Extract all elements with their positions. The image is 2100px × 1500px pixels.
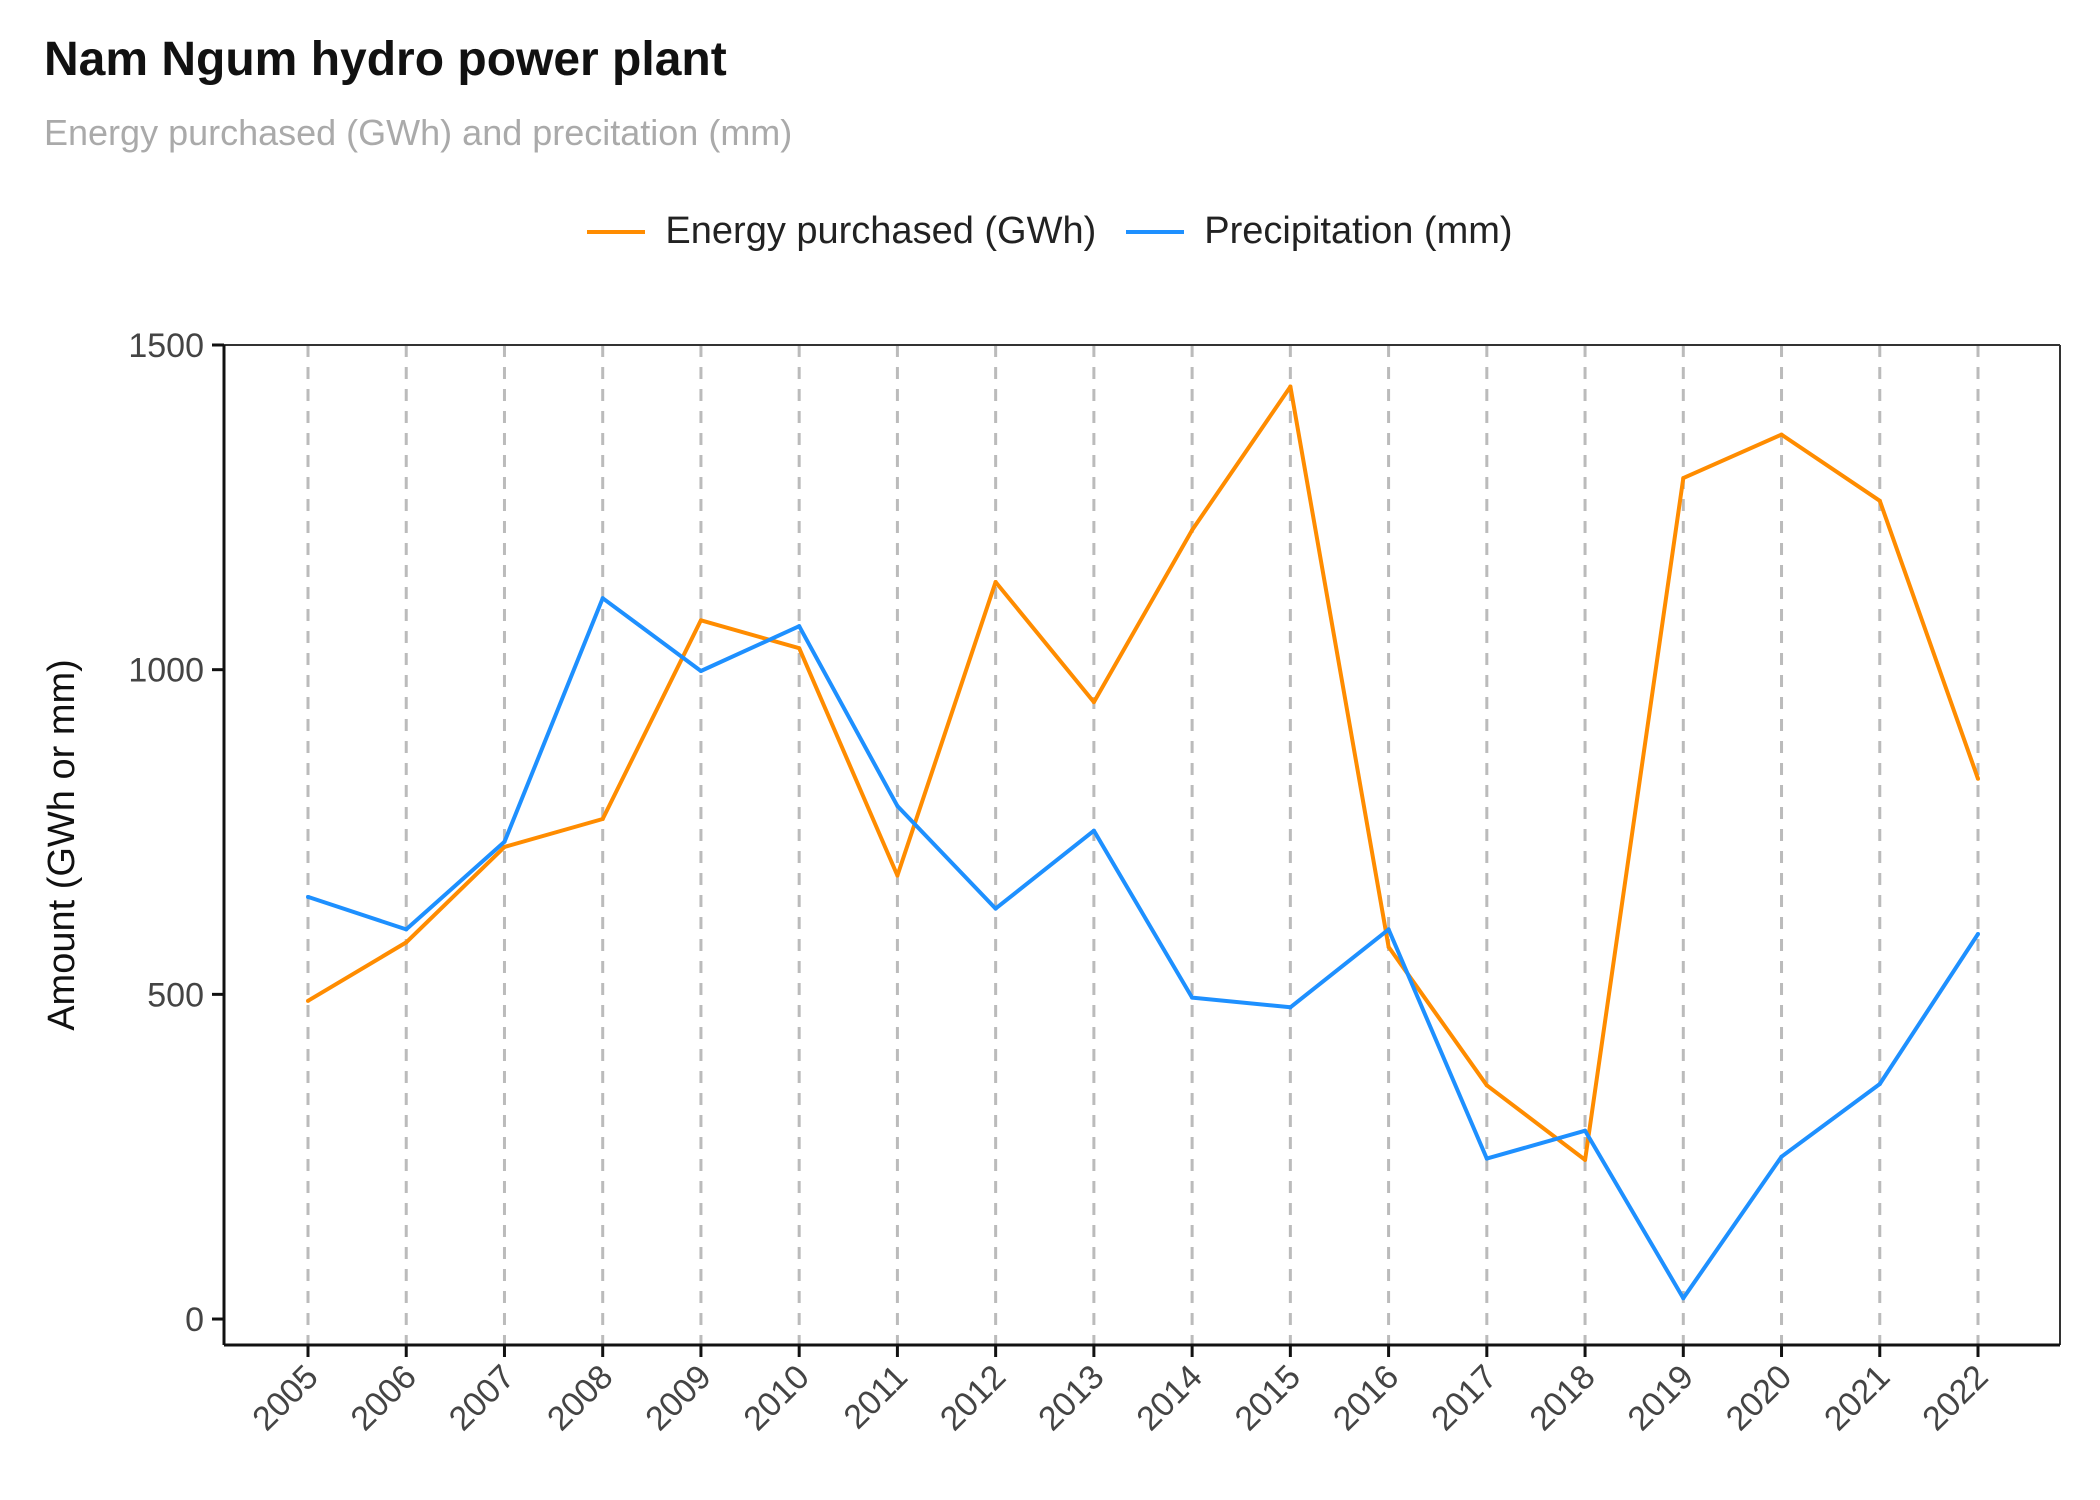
- series-line-1: [307, 596, 1980, 1301]
- x-tick-label-2020: 2020: [1719, 1358, 1799, 1438]
- series-0-point-2011: [895, 873, 900, 878]
- series-0-point-2009: [698, 618, 703, 623]
- x-tick-label-2005: 2005: [245, 1358, 325, 1438]
- x-tick-label-2018: 2018: [1522, 1358, 1602, 1438]
- series-1-point-2010: [797, 624, 802, 629]
- legend: Energy purchased (GWh) Precipitation (mm…: [0, 210, 2100, 253]
- series-0-point-2015: [1288, 384, 1293, 389]
- series-1-point-2015: [1288, 1005, 1293, 1010]
- x-tick-label-2015: 2015: [1228, 1358, 1308, 1438]
- series-1-point-2020: [1779, 1154, 1784, 1159]
- series-0-point-2012: [993, 580, 998, 585]
- legend-label-precipitation: Precipitation (mm): [1204, 210, 1513, 252]
- x-tick-label-2013: 2013: [1031, 1358, 1111, 1438]
- x-tick-label-2010: 2010: [736, 1358, 816, 1438]
- legend-item-energy: Energy purchased (GWh): [587, 210, 1096, 253]
- legend-swatch-precipitation: [1126, 229, 1185, 234]
- x-tick-label-2007: 2007: [442, 1358, 522, 1438]
- series-1-point-2013: [1091, 828, 1096, 833]
- series-0-point-2007: [502, 844, 507, 849]
- y-axis-title: Amount (GWh or mm): [41, 659, 83, 1031]
- series-1-point-2014: [1190, 995, 1195, 1000]
- series-1-point-2008: [600, 596, 605, 601]
- x-tick-label-2006: 2006: [344, 1358, 424, 1438]
- y-tick-label-1000: 1000: [128, 652, 204, 690]
- x-tick-label-2009: 2009: [638, 1358, 718, 1438]
- series-0-point-2020: [1779, 432, 1784, 437]
- series-0-point-2006: [404, 940, 409, 945]
- series-0-point-2019: [1681, 476, 1686, 481]
- x-tick-label-2016: 2016: [1326, 1358, 1406, 1438]
- series-0-point-2016: [1386, 944, 1391, 949]
- series-0-point-2018: [1583, 1157, 1588, 1162]
- series-0-point-2017: [1484, 1083, 1489, 1088]
- series-1-point-2022: [1976, 931, 1980, 936]
- legend-item-precipitation: Precipitation (mm): [1126, 210, 1513, 253]
- series-0-point-2014: [1190, 528, 1195, 533]
- y-tick-label-500: 500: [147, 976, 204, 1014]
- series-1-point-2021: [1877, 1081, 1882, 1086]
- series-1-point-2006: [404, 927, 409, 932]
- grid: [306, 345, 1980, 1345]
- x-tick-label-2008: 2008: [540, 1358, 620, 1438]
- series-0-point-2010: [797, 646, 802, 651]
- x-tick-label-2019: 2019: [1621, 1358, 1701, 1438]
- series-1-point-2011: [895, 804, 900, 809]
- x-tick-label-2021: 2021: [1817, 1358, 1897, 1438]
- x-tick-label-2022: 2022: [1915, 1358, 1995, 1438]
- series-1-point-2012: [993, 906, 998, 911]
- axes: [212, 343, 2061, 1357]
- legend-label-energy: Energy purchased (GWh): [665, 210, 1097, 252]
- series-1-point-2018: [1583, 1128, 1588, 1133]
- series-1-point-2017: [1484, 1156, 1489, 1161]
- series-0-point-2022: [1976, 776, 1980, 781]
- y-tick-label-0: 0: [185, 1301, 204, 1339]
- series-0-point-2021: [1877, 498, 1882, 503]
- series-0-point-2005: [306, 998, 310, 1003]
- series-lines: [306, 384, 1980, 1301]
- y-tick-label-1500: 1500: [128, 327, 204, 365]
- series-1-point-2016: [1386, 927, 1391, 932]
- series-0-point-2008: [600, 817, 605, 822]
- x-tick-label-2017: 2017: [1424, 1358, 1504, 1438]
- series-1-point-2007: [502, 839, 507, 844]
- series-1-point-2005: [306, 894, 310, 899]
- legend-swatch-energy: [587, 229, 646, 234]
- x-tick-label-2014: 2014: [1129, 1358, 1209, 1438]
- x-tick-label-2011: 2011: [836, 1358, 915, 1437]
- x-tick-label-2012: 2012: [933, 1358, 1013, 1438]
- chart-subtitle: Energy purchased (GWh) and precitation (…: [44, 112, 793, 153]
- series-1-point-2009: [698, 668, 703, 673]
- series-0-point-2013: [1091, 700, 1096, 705]
- series-1-point-2019: [1681, 1296, 1686, 1301]
- series-line-0: [306, 384, 1980, 1162]
- chart-title: Nam Ngum hydro power plant: [44, 33, 727, 86]
